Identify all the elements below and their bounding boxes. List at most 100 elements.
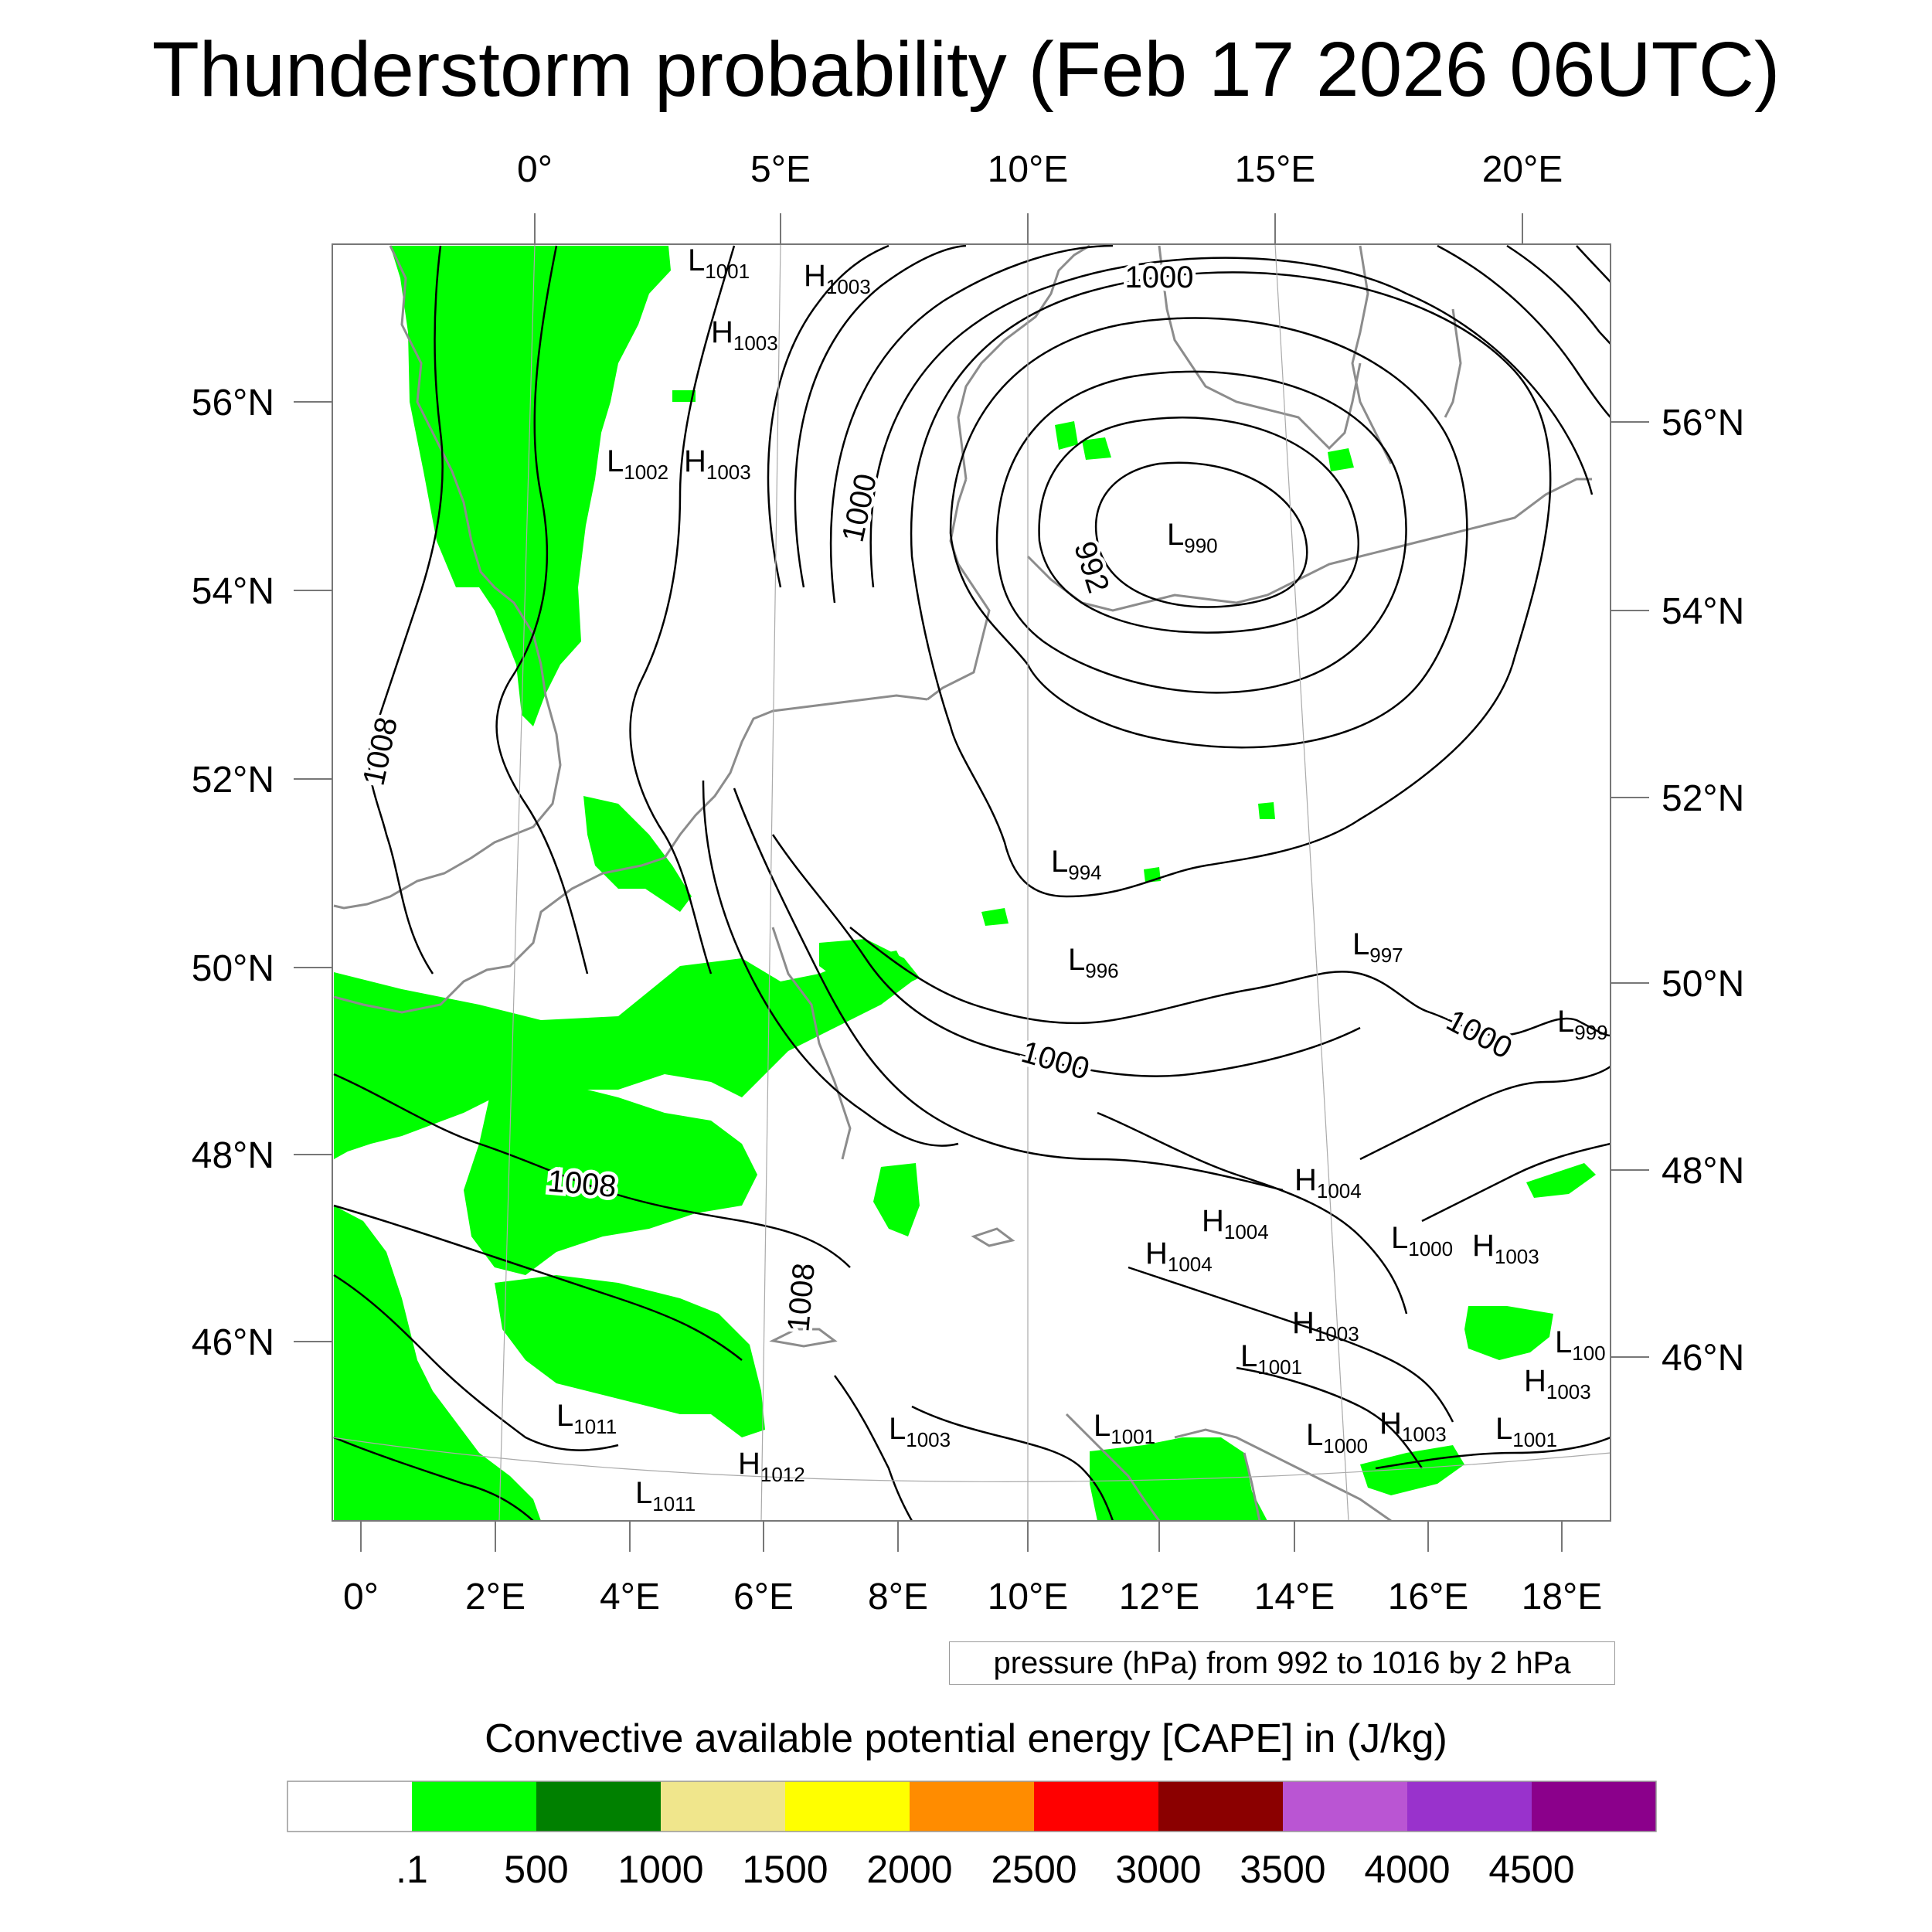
top-lon-label: 10°E <box>988 149 1069 190</box>
isobar-1000-main <box>869 257 1594 588</box>
contour-info-box: pressure (hPa) from 992 to 1016 by 2 hPa <box>949 1641 1615 1685</box>
isobar-e4 <box>911 1405 1114 1521</box>
cb-label: 2000 <box>866 1848 952 1891</box>
top-lon-label: 15°E <box>1235 149 1316 190</box>
right-lat-label: 46°N <box>1662 1338 1744 1379</box>
contour-label: 992 <box>1067 537 1115 597</box>
isobar-1002 <box>829 244 1114 604</box>
isobar-e1 <box>1097 1111 1408 1315</box>
pressure-center: L1001 <box>1094 1409 1155 1448</box>
isobar-ne1 <box>1437 244 1611 418</box>
left-lat-label: 50°N <box>192 948 274 989</box>
cb-label: 3000 <box>1115 1848 1201 1891</box>
isobar-1012 <box>333 1204 743 1361</box>
right-lat-label: 52°N <box>1662 778 1744 819</box>
isobar-1006 <box>767 244 889 588</box>
cape-region-poland-coast <box>1328 448 1354 471</box>
left-lat-label: 54°N <box>192 571 274 612</box>
bottom-lon-label: 10°E <box>988 1577 1069 1617</box>
right-lat-label: 54°N <box>1662 591 1744 632</box>
bottom-lon-label: 0° <box>343 1577 379 1617</box>
cape-region-north-sea <box>390 246 671 726</box>
bottom-lon-label: 12°E <box>1119 1577 1200 1617</box>
cb-label: 3500 <box>1240 1848 1325 1891</box>
isobar-se3 <box>1375 1436 1611 1470</box>
pressure-center: L990 <box>1167 518 1218 557</box>
pressure-center: H1003 <box>1472 1229 1539 1268</box>
bottom-lon-label: 2°E <box>465 1577 526 1617</box>
pressure-center: L994 <box>1051 845 1102 884</box>
pressure-center: L1001 <box>1495 1412 1557 1451</box>
map-frame <box>332 243 1611 1522</box>
cape-region-bavaria <box>873 1163 920 1236</box>
cape-region-france-central <box>334 951 912 1159</box>
cb-label: 1000 <box>617 1848 703 1891</box>
isobar-se1 <box>1359 1065 1611 1161</box>
cb-swatch <box>661 1781 785 1832</box>
isobar-e5 <box>833 1375 913 1521</box>
coast-gulf-gdansk <box>1452 478 1592 535</box>
contour-label: 1008 <box>781 1262 821 1333</box>
cape-region-alps-west <box>495 1275 765 1437</box>
cape-region-poland <box>1258 802 1275 819</box>
pressure-center: L1002 <box>607 444 668 484</box>
right-lat-label: 48°N <box>1662 1151 1744 1192</box>
coast-adriatic-east <box>1174 1428 1392 1521</box>
parallel-45 <box>332 1437 1611 1482</box>
cape-region-denmark-b <box>1082 437 1111 460</box>
axis-labels: 0° 5°E 10°E 15°E 20°E 0° 2°E 4°E 6°E 8°E… <box>192 149 1745 1617</box>
cape-region-belgium <box>583 796 692 912</box>
isobar-ne3 <box>1576 245 1611 283</box>
bottom-lon-label: 4°E <box>600 1577 660 1617</box>
graticule <box>332 244 1611 1521</box>
pressure-center: L1011 <box>635 1476 696 1515</box>
pressure-center: H1004 <box>1145 1236 1213 1276</box>
isobars <box>333 244 1611 1521</box>
cb-label: 500 <box>504 1848 568 1891</box>
pressure-center: L997 <box>1352 927 1403 967</box>
coast-sweden-east <box>1351 245 1393 464</box>
pressure-center: L1001 <box>1240 1339 1302 1379</box>
cb-swatch <box>536 1781 661 1832</box>
contour-label: 1008 <box>546 1164 617 1204</box>
meridian-15 <box>1274 244 1349 1521</box>
contour-label: 1000 <box>1018 1035 1094 1087</box>
left-lat-label: 56°N <box>192 383 274 423</box>
cb-swatch <box>1283 1781 1407 1832</box>
pressure-center: H1004 <box>1294 1163 1362 1202</box>
cb-swatch <box>1034 1781 1158 1832</box>
isobar-990 <box>1094 461 1308 608</box>
right-lat-label: 50°N <box>1662 964 1744 1005</box>
pressure-center: H1004 <box>1202 1204 1269 1243</box>
coastlines <box>333 244 1592 1521</box>
cape-region-france-east <box>464 1074 757 1275</box>
coast-benelux <box>663 694 928 859</box>
cb-swatch <box>412 1781 536 1832</box>
meridian-5 <box>760 244 781 1521</box>
top-lon-label: 0° <box>517 149 553 190</box>
pressure-center: L1000 <box>1306 1418 1368 1458</box>
cb-label: 4500 <box>1488 1848 1574 1891</box>
coast-gotland <box>1444 308 1462 418</box>
bottom-lon-label: 14°E <box>1254 1577 1335 1617</box>
isobar-1014 <box>333 1274 619 1451</box>
isobar-1008-east <box>629 245 736 975</box>
pressure-center: L1000 <box>1391 1221 1453 1260</box>
bottom-lon-label: 6°E <box>733 1577 794 1617</box>
isobar-1004-south <box>733 787 1284 1192</box>
isobar-1008-west <box>368 245 444 975</box>
pressure-center: L1001 <box>688 243 750 283</box>
pressure-center: L996 <box>1068 943 1119 982</box>
coast-german-bight <box>927 478 991 701</box>
cb-swatch <box>1532 1781 1656 1832</box>
coast-sweden <box>1158 245 1362 451</box>
coast-great-britain <box>333 245 562 910</box>
isobar-e3 <box>1236 1366 1423 1469</box>
cb-swatch <box>1158 1781 1283 1832</box>
cb-swatch <box>910 1781 1034 1832</box>
isobar-996 <box>949 317 1468 749</box>
cb-swatch <box>287 1781 412 1832</box>
left-lat-label: 48°N <box>192 1135 274 1176</box>
isobar-1006-mid <box>702 780 959 1147</box>
